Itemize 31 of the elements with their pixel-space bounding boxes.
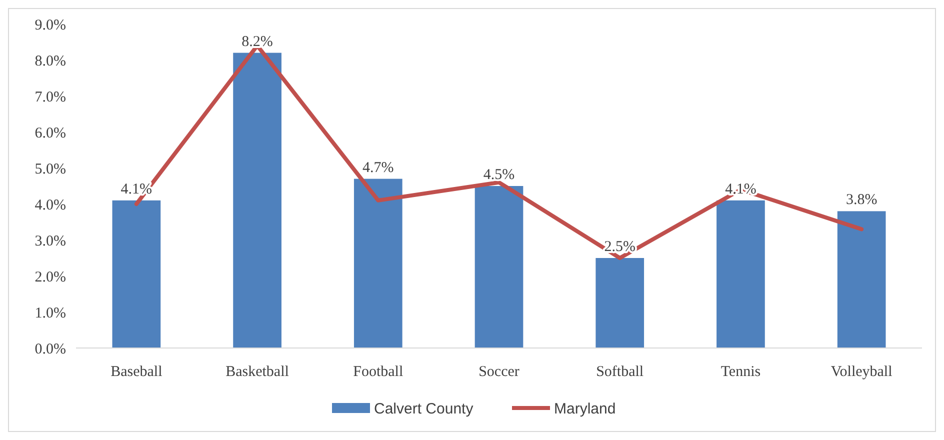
y-tick-label: 2.0%	[34, 269, 66, 286]
y-tick-label: 8.0%	[34, 53, 66, 70]
x-tick-label: Football	[353, 364, 404, 380]
bar	[112, 200, 161, 348]
bar	[837, 211, 886, 348]
y-tick-label: 7.0%	[34, 89, 66, 106]
y-tick-label: 6.0%	[34, 125, 66, 142]
x-tick-label: Basketball	[226, 364, 289, 380]
bar	[596, 258, 644, 348]
x-tick-label: Tennis	[720, 364, 761, 380]
x-tick-label: Volleyball	[830, 364, 892, 380]
data-label: 4.7%	[362, 160, 394, 176]
y-tick-label: 1.0%	[34, 305, 66, 322]
x-tick-label: Baseball	[110, 364, 162, 380]
y-tick-label: 4.0%	[34, 197, 66, 214]
y-tick-label: 5.0%	[34, 161, 66, 178]
x-tick-label: Softball	[596, 364, 644, 380]
y-tick-label: 0.0%	[34, 341, 66, 358]
legend-label: Calvert County	[374, 400, 474, 418]
y-tick-label: 9.0%	[34, 17, 66, 34]
x-tick-label: Soccer	[478, 364, 520, 380]
legend-label: Maryland	[554, 400, 616, 418]
bar	[354, 178, 402, 348]
data-label: 4.5%	[483, 167, 515, 183]
y-tick-label: 3.0%	[34, 233, 66, 250]
bar	[233, 52, 282, 348]
data-label: 2.5%	[604, 239, 636, 255]
data-label: 8.2%	[242, 34, 273, 50]
bar	[474, 186, 524, 348]
data-label: 3.8%	[846, 192, 878, 208]
bar	[716, 200, 765, 348]
